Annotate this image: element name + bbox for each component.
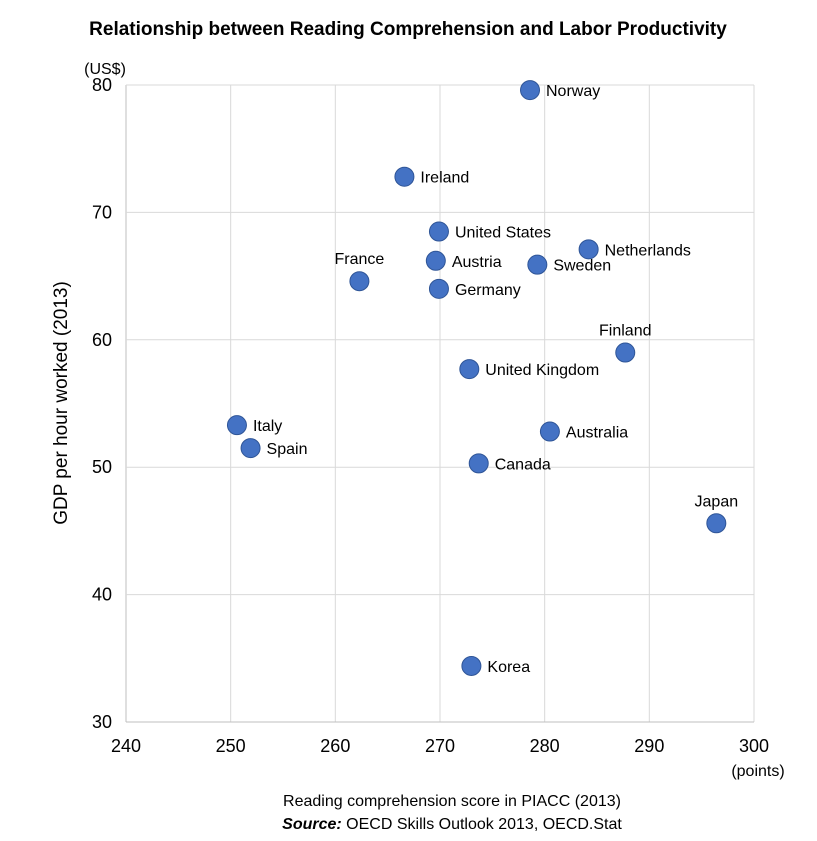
x-tick-label: 270 xyxy=(425,736,455,756)
data-point xyxy=(461,655,482,676)
point-label: Italy xyxy=(253,418,282,435)
y-unit-label: (US$) xyxy=(84,61,126,78)
data-point xyxy=(578,239,599,260)
data-point xyxy=(226,415,247,436)
source-note: Source: OECD Skills Outlook 2013, OECD.S… xyxy=(282,816,622,833)
data-point xyxy=(520,80,541,101)
y-tick-label: 30 xyxy=(92,712,112,732)
data-point xyxy=(527,254,548,275)
x-tick-label: 240 xyxy=(111,736,141,756)
point-label: United Kingdom xyxy=(485,362,599,379)
chart-title: Relationship between Reading Comprehensi… xyxy=(89,19,727,40)
point-label: Finland xyxy=(599,323,651,340)
point-label: Norway xyxy=(546,83,600,100)
point-label: Sweden xyxy=(553,258,611,275)
x-axis-label: Reading comprehension score in PIACC (20… xyxy=(283,793,621,810)
data-point xyxy=(428,221,449,242)
point-label: Austria xyxy=(452,254,502,271)
y-axis-label: GDP per hour worked (2013) xyxy=(51,281,72,525)
source-text: OECD Skills Outlook 2013, OECD.Stat xyxy=(342,816,623,833)
data-point xyxy=(394,166,415,187)
data-point xyxy=(706,513,727,534)
y-tick-label: 50 xyxy=(92,457,112,477)
x-unit-label: (points) xyxy=(731,763,784,780)
data-point xyxy=(428,278,449,299)
y-tick-label: 80 xyxy=(92,75,112,95)
x-tick-label: 290 xyxy=(634,736,664,756)
point-label: Australia xyxy=(566,425,628,442)
x-tick-label: 300 xyxy=(739,736,769,756)
data-point xyxy=(425,250,446,271)
point-label: Spain xyxy=(267,441,308,458)
data-point xyxy=(539,421,560,442)
x-tick-label: 250 xyxy=(216,736,246,756)
y-tick-label: 60 xyxy=(92,330,112,350)
x-tick-label: 260 xyxy=(320,736,350,756)
point-label: France xyxy=(335,251,385,268)
point-label: Japan xyxy=(695,493,739,510)
data-point xyxy=(468,453,489,474)
point-label: Germany xyxy=(455,282,521,299)
x-tick-label: 280 xyxy=(530,736,560,756)
data-point xyxy=(615,342,636,363)
y-tick-label: 70 xyxy=(92,202,112,222)
data-point xyxy=(349,271,370,292)
data-point xyxy=(240,438,261,459)
point-label: Netherlands xyxy=(605,242,691,259)
point-label: Canada xyxy=(495,456,551,473)
source-label: Source: xyxy=(282,816,342,833)
data-point xyxy=(459,359,480,380)
point-label: Korea xyxy=(487,659,530,676)
point-label: Ireland xyxy=(420,170,469,187)
point-label: United States xyxy=(455,225,551,242)
y-tick-label: 40 xyxy=(92,585,112,605)
